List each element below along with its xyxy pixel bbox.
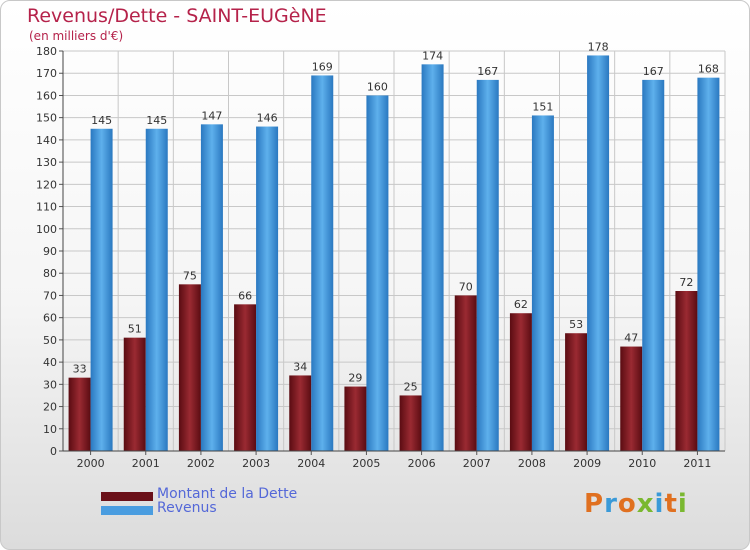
value-label-revenue: 145 [146, 114, 167, 127]
bar-revenue [476, 79, 499, 451]
logo-letter: t [664, 489, 678, 519]
x-tick-label: 2000 [77, 457, 105, 470]
x-tick-label: 2005 [352, 457, 380, 470]
y-tick-label: 130 [36, 156, 57, 169]
y-tick-label: 120 [36, 178, 57, 191]
value-label-revenue: 151 [532, 100, 553, 113]
value-label-revenue: 147 [201, 109, 222, 122]
value-label-revenue: 178 [588, 40, 609, 53]
value-label-debt: 62 [514, 298, 528, 311]
bar-revenue [311, 75, 334, 451]
value-label-revenue: 160 [367, 80, 388, 93]
value-label-debt: 75 [183, 269, 197, 282]
logo-letter: x [636, 489, 655, 519]
value-label-debt: 66 [238, 289, 252, 302]
x-tick-label: 2007 [463, 457, 491, 470]
x-tick-label: 2006 [408, 457, 436, 470]
x-tick-label: 2001 [132, 457, 160, 470]
bar-revenue [587, 55, 610, 451]
bar-revenue [366, 95, 389, 451]
y-tick-label: 30 [43, 378, 57, 391]
y-tick-label: 20 [43, 401, 57, 414]
logo-letter: i [677, 489, 688, 519]
bar-debt [399, 395, 422, 451]
x-tick-label: 2008 [518, 457, 546, 470]
bar-debt [123, 337, 146, 451]
y-tick-label: 140 [36, 134, 57, 147]
bar-revenue [256, 126, 279, 452]
value-label-revenue: 146 [257, 112, 278, 125]
y-tick-label: 50 [43, 334, 57, 347]
legend-swatch-debt [101, 492, 153, 501]
y-tick-label: 150 [36, 112, 57, 125]
value-label-revenue: 169 [312, 60, 333, 73]
x-tick-label: 2011 [683, 457, 711, 470]
y-tick-label: 90 [43, 245, 57, 258]
x-tick-label: 2010 [628, 457, 656, 470]
value-label-revenue: 168 [698, 63, 719, 76]
value-label-debt: 72 [679, 276, 693, 289]
value-label-revenue: 145 [91, 114, 112, 127]
proxiti-logo: Proxiti [584, 489, 688, 519]
value-label-revenue: 167 [643, 65, 664, 78]
value-label-revenue: 167 [477, 65, 498, 78]
bar-debt [289, 375, 312, 451]
value-label-debt: 70 [459, 280, 473, 293]
bar-revenue [421, 64, 444, 452]
y-tick-label: 40 [43, 356, 57, 369]
bar-debt [620, 346, 643, 451]
value-label-revenue: 174 [422, 49, 443, 62]
legend-swatch-revenue [101, 506, 153, 515]
bar-debt [344, 386, 367, 451]
legend-label-revenue: Revenus [157, 500, 217, 516]
y-tick-label: 60 [43, 312, 57, 325]
logo-letter: P [584, 489, 605, 519]
logo-letter: i [654, 489, 665, 519]
logo-letter: o [617, 489, 637, 519]
legend-label-debt: Montant de la Dette [157, 486, 298, 502]
chart-subtitle: (en milliers d'€) [29, 29, 124, 43]
bar-debt [234, 304, 257, 451]
x-tick-label: 2004 [297, 457, 325, 470]
value-label-debt: 34 [293, 360, 307, 373]
bar-revenue [200, 124, 223, 451]
value-label-debt: 33 [73, 363, 87, 376]
bar-debt [178, 284, 201, 451]
y-tick-label: 100 [36, 223, 57, 236]
bar-debt [675, 291, 698, 451]
bar-revenue [697, 77, 720, 452]
bar-debt [565, 333, 588, 451]
x-tick-label: 2003 [242, 457, 270, 470]
y-tick-label: 160 [36, 89, 57, 102]
value-label-debt: 51 [128, 323, 142, 336]
bar-revenue [145, 128, 168, 451]
x-tick-label: 2009 [573, 457, 601, 470]
logo-letter: r [604, 489, 618, 519]
bar-revenue [531, 115, 554, 451]
y-tick-label: 70 [43, 289, 57, 302]
bar-debt [454, 295, 477, 451]
bar-revenue [642, 79, 665, 451]
y-tick-label: 80 [43, 267, 57, 280]
x-tick-label: 2002 [187, 457, 215, 470]
y-tick-label: 180 [36, 45, 57, 58]
chart-title: Revenus/Dette - SAINT-EUGèNE [27, 5, 327, 27]
y-tick-label: 10 [43, 423, 57, 436]
y-tick-label: 110 [36, 201, 57, 214]
value-label-debt: 29 [348, 372, 362, 385]
value-label-debt: 53 [569, 318, 583, 331]
value-label-debt: 47 [624, 332, 638, 345]
y-tick-label: 0 [50, 445, 57, 458]
value-label-debt: 25 [404, 380, 418, 393]
bar-debt [509, 313, 532, 451]
y-tick-label: 170 [36, 67, 57, 80]
bar-debt [68, 377, 91, 451]
bar-revenue [90, 128, 113, 451]
